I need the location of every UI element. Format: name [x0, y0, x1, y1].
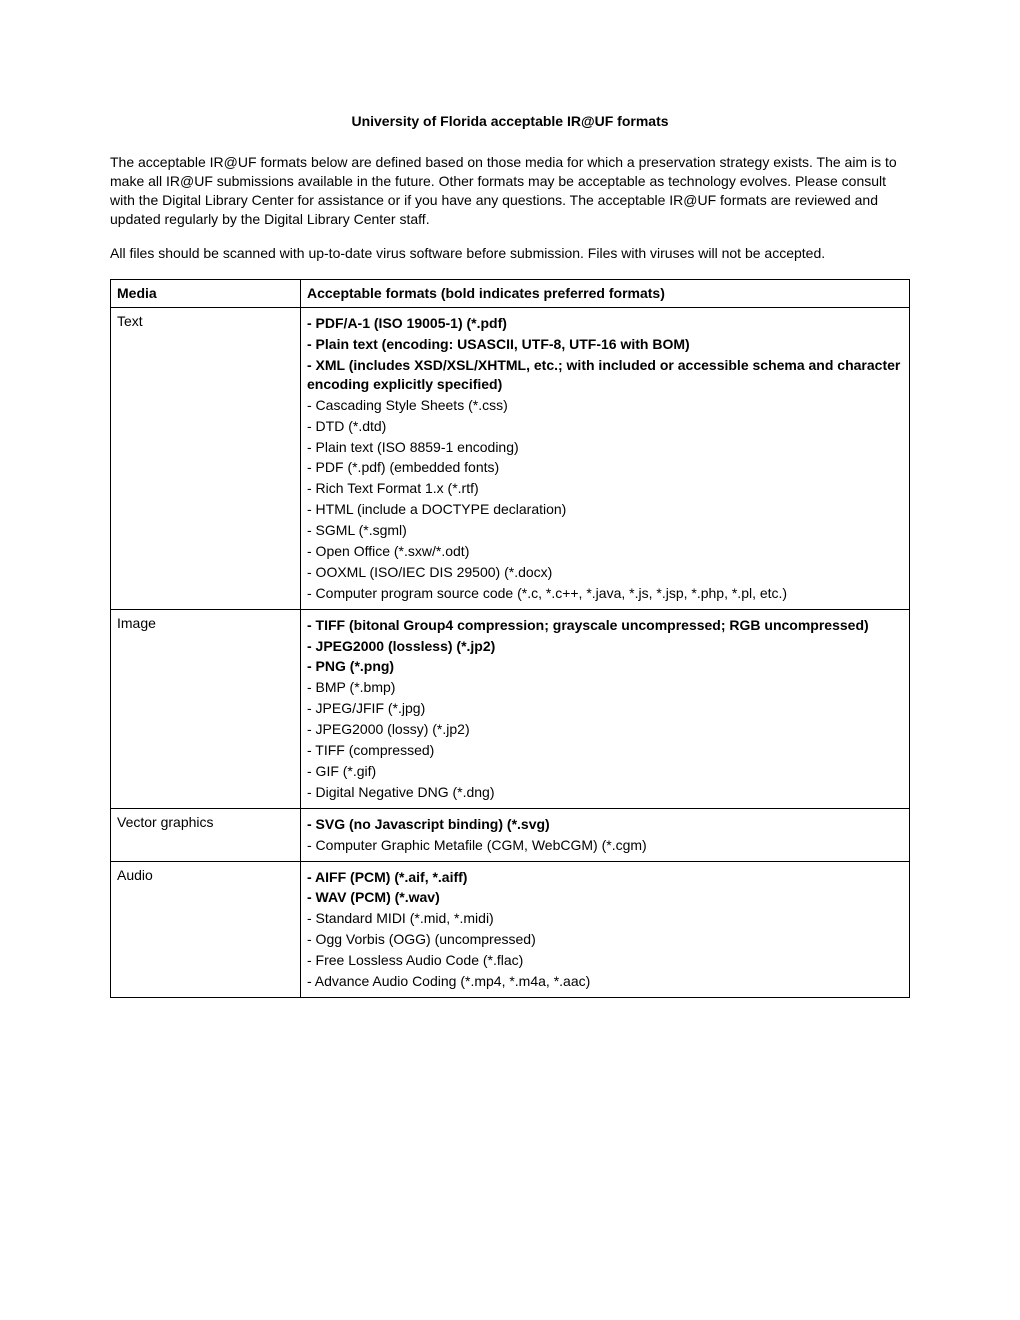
formats-table-body: Text - PDF/A-1 (ISO 19005-1) (*.pdf) - Pla…	[111, 308, 910, 998]
intro-paragraph-1: The acceptable IR@UF formats below are d…	[110, 153, 910, 229]
formats-table: Media Acceptable formats (bold indicates…	[110, 279, 910, 998]
format-item: - Free Lossless Audio Code (*.flac)	[307, 951, 903, 970]
format-item: - HTML (include a DOCTYPE declaration)	[307, 500, 903, 519]
media-cell: Text	[111, 308, 301, 609]
media-cell: Audio	[111, 861, 301, 997]
table-row: Audio- AIFF (PCM) (*.aif, *.aiff)- WAV (…	[111, 861, 910, 997]
format-item: - GIF (*.gif)	[307, 762, 903, 781]
format-item: - Open Office (*.sxw/*.odt)	[307, 542, 903, 561]
col-header-media: Media	[111, 280, 301, 308]
format-item: - JPEG2000 (lossless) (*.jp2)	[307, 637, 903, 656]
formats-cell: - SVG (no Javascript binding) (*.svg) - C…	[301, 808, 910, 861]
col-header-formats: Acceptable formats (bold indicates prefe…	[301, 280, 910, 308]
format-item: - Standard MIDI (*.mid, *.midi)	[307, 909, 903, 928]
format-item: - JPEG2000 (lossy) (*.jp2)	[307, 720, 903, 739]
format-item: - TIFF (compressed)	[307, 741, 903, 760]
format-item: - Plain text (ISO 8859-1 encoding)	[307, 438, 903, 457]
format-item: - Computer Graphic Metafile (CGM, WebCGM…	[307, 836, 903, 855]
format-item: - SGML (*.sgml)	[307, 521, 903, 540]
page-title: University of Florida acceptable IR@UF f…	[110, 112, 910, 131]
format-item: - DTD (*.dtd)	[307, 417, 903, 436]
format-item: - JPEG/JFIF (*.jpg)	[307, 699, 903, 718]
table-row: Text - PDF/A-1 (ISO 19005-1) (*.pdf) - Pla…	[111, 308, 910, 609]
format-item: - WAV (PCM) (*.wav)	[307, 888, 903, 907]
format-item: - Cascading Style Sheets (*.css)	[307, 396, 903, 415]
format-item: - OOXML (ISO/IEC DIS 29500) (*.docx)	[307, 563, 903, 582]
format-item: - PNG (*.png)	[307, 657, 903, 676]
format-item: - Computer program source code (*.c, *.c…	[307, 584, 903, 603]
intro-paragraph-2: All files should be scanned with up-to-d…	[110, 244, 910, 263]
format-item: - Advance Audio Coding (*.mp4, *.m4a, *.…	[307, 972, 903, 991]
format-item: - Ogg Vorbis (OGG) (uncompressed)	[307, 930, 903, 949]
format-item: - Rich Text Format 1.x (*.rtf)	[307, 479, 903, 498]
format-item: - PDF/A-1 (ISO 19005-1) (*.pdf)	[307, 314, 903, 333]
format-item: - SVG (no Javascript binding) (*.svg)	[307, 815, 903, 834]
table-row: Vector graphics- SVG (no Javascript bind…	[111, 808, 910, 861]
format-item: - XML (includes XSD/XSL/XHTML, etc.; wit…	[307, 356, 903, 394]
format-item: - Digital Negative DNG (*.dng)	[307, 783, 903, 802]
formats-cell: - AIFF (PCM) (*.aif, *.aiff)- WAV (PCM) …	[301, 861, 910, 997]
table-row: Image - TIFF (bitonal Group4 compression;…	[111, 609, 910, 808]
document-page: University of Florida acceptable IR@UF f…	[0, 0, 1020, 1320]
format-item: - AIFF (PCM) (*.aif, *.aiff)	[307, 868, 903, 887]
formats-cell: - PDF/A-1 (ISO 19005-1) (*.pdf) - Plain t…	[301, 308, 910, 609]
format-item: - TIFF (bitonal Group4 compression; gray…	[307, 616, 903, 635]
media-cell: Vector graphics	[111, 808, 301, 861]
formats-cell: - TIFF (bitonal Group4 compression; gray…	[301, 609, 910, 808]
format-item: - Plain text (encoding: USASCII, UTF-8, …	[307, 335, 903, 354]
table-header-row: Media Acceptable formats (bold indicates…	[111, 280, 910, 308]
format-item: - BMP (*.bmp)	[307, 678, 903, 697]
format-item: - PDF (*.pdf) (embedded fonts)	[307, 458, 903, 477]
media-cell: Image	[111, 609, 301, 808]
